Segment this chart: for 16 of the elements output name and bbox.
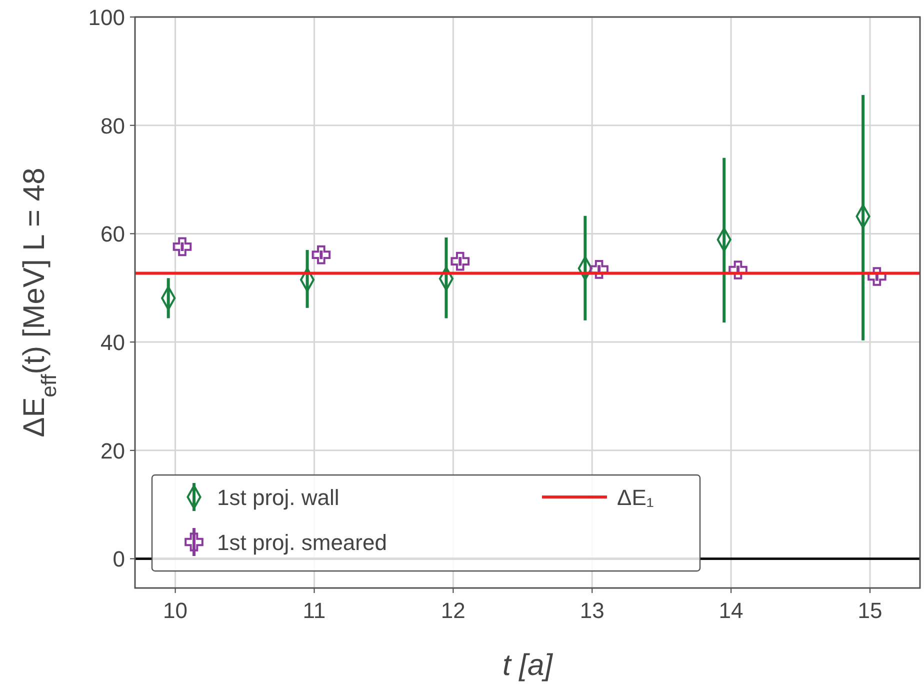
y-tick-label: 100 bbox=[88, 5, 125, 30]
legend-label: 1st proj. wall bbox=[217, 485, 340, 510]
legend-label: ΔE₁ bbox=[617, 485, 654, 510]
y-tick-label: 40 bbox=[100, 330, 125, 356]
y-tick-label: 80 bbox=[100, 113, 125, 138]
x-tick-label: 14 bbox=[718, 598, 744, 623]
y-tick-label: 0 bbox=[112, 546, 125, 572]
x-tick-label: 11 bbox=[302, 598, 326, 623]
legend-label: 1st proj. smeared bbox=[217, 530, 387, 555]
y-tick-label: 60 bbox=[100, 222, 125, 247]
x-axis-title: t [a] bbox=[502, 649, 554, 682]
x-tick-label: 15 bbox=[858, 598, 882, 623]
x-tick-label: 12 bbox=[440, 598, 466, 623]
x-tick-label: 10 bbox=[163, 598, 188, 623]
y-tick-label: 20 bbox=[100, 438, 125, 464]
x-tick-label: 13 bbox=[580, 598, 604, 623]
